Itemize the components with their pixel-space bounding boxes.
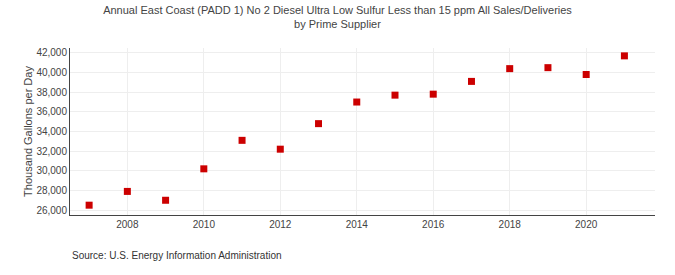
svg-text:Thousand Gallons per Day: Thousand Gallons per Day <box>22 66 34 197</box>
svg-text:2014: 2014 <box>346 219 369 230</box>
svg-text:Source: U.S. Energy Informatio: Source: U.S. Energy Information Administ… <box>72 250 282 261</box>
svg-text:Annual East Coast (PADD 1) No: Annual East Coast (PADD 1) No 2 Diesel U… <box>103 4 572 30</box>
svg-text:32,000: 32,000 <box>36 146 67 157</box>
svg-text:2020: 2020 <box>575 219 598 230</box>
svg-text:30,000: 30,000 <box>36 165 67 176</box>
svg-text:2008: 2008 <box>116 219 139 230</box>
svg-text:34,000: 34,000 <box>36 126 67 137</box>
svg-text:28,000: 28,000 <box>36 185 67 196</box>
svg-text:2018: 2018 <box>499 219 522 230</box>
svg-text:36,000: 36,000 <box>36 106 67 117</box>
svg-text:40,000: 40,000 <box>36 67 67 78</box>
svg-text:2016: 2016 <box>422 219 445 230</box>
svg-text:2010: 2010 <box>193 219 216 230</box>
svg-text:38,000: 38,000 <box>36 87 67 98</box>
svg-text:26,000: 26,000 <box>36 205 67 216</box>
svg-text:2012: 2012 <box>269 219 292 230</box>
svg-text:42,000: 42,000 <box>36 47 67 58</box>
